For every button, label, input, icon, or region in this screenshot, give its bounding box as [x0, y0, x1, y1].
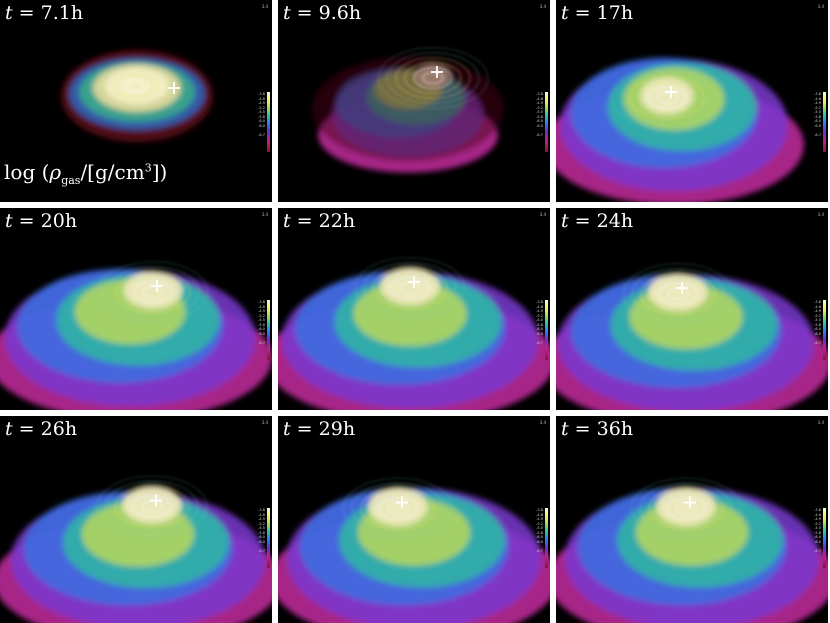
colorbar-ticks: -3.8 -4.6 -4.9 -5.2 -5.5 -5.8 -6.0 -6.0 -6.7	[258, 508, 265, 553]
density-legend: log (ρgas/[g/cm3])	[4, 160, 168, 187]
colorbar: -3.8 -4.6 -4.9 -5.2 -5.5 -5.8 -6.0 -6.0 -6.7	[528, 508, 548, 568]
sink-marker	[408, 276, 420, 288]
density-render	[312, 47, 504, 173]
panel-t-20h: t = 20h 3.4 -3.8 -4.6 -4.9 -5.2 -5.5 -5.8 -6.0…	[0, 208, 272, 410]
time-label: t = 36h	[561, 418, 634, 440]
density-render	[0, 475, 272, 623]
panel-t-26h: t = 26h 3.4 -3.8 -4.6 -4.9 -5.2 -5.5 -5.8 -6.0…	[0, 416, 272, 623]
sink-marker	[665, 86, 677, 98]
colorbar-ticks: -3.8 -4.6 -4.9 -5.2 -5.5 -5.8 -6.0 -6.0 -6.7	[258, 92, 265, 137]
colorbar-max: 3.4	[817, 212, 824, 217]
time-label: t = 9.6h	[283, 2, 362, 24]
sink-marker	[676, 282, 688, 294]
colorbar-ticks: -3.8 -4.6 -4.9 -5.2 -5.5 -5.8 -6.0 -6.0 -6.7	[536, 92, 543, 137]
panel-t-22h: t = 22h 3.4 -3.8 -4.6 -4.9 -5.2 -5.5 -5.8 -6.0…	[278, 208, 550, 410]
colorbar: -3.8 -4.6 -4.9 -5.2 -5.5 -5.8 -6.0 -6.0 -6.7	[806, 92, 826, 152]
sink-marker	[151, 280, 163, 292]
sink-marker	[150, 494, 162, 507]
density-render	[278, 257, 550, 410]
time-label: t = 29h	[283, 418, 356, 440]
colorbar-max: 3.4	[817, 4, 824, 9]
sink-marker	[396, 496, 408, 509]
colorbar: -3.8 -4.6 -4.9 -5.2 -5.5 -5.8 -6.0 -6.0 -6.7	[528, 92, 548, 152]
colorbar-max: 3.4	[261, 4, 268, 9]
colorbar: -3.8 -4.6 -4.9 -5.2 -5.5 -5.8 -6.0 -6.0 -6.7	[528, 300, 548, 360]
colorbar-ticks: -3.8 -4.6 -4.9 -5.2 -5.5 -5.8 -6.0 -6.0 -6.7	[536, 508, 543, 553]
colorbar: -3.8 -4.6 -4.9 -5.2 -5.5 -5.8 -6.0 -6.0 -6.7	[806, 300, 826, 360]
density-render	[278, 477, 550, 623]
panel-t-24h: t = 24h 3.4 -3.8 -4.6 -4.9 -5.2 -5.5 -5.8 -6.0…	[556, 208, 828, 410]
panel-t-36h: t = 36h 3.4 -3.8 -4.6 -4.9 -5.2 -5.5 -5.8 -6.0…	[556, 416, 828, 623]
density-render	[0, 261, 272, 410]
colorbar-max: 3.4	[261, 212, 268, 217]
time-label: t = 26h	[5, 418, 78, 440]
density-render	[556, 477, 828, 623]
panel-t-29h: t = 29h 3.4 -3.8 -4.6 -4.9 -5.2 -5.5 -5.8 -6.0…	[278, 416, 550, 623]
colorbar-max: 3.4	[817, 420, 824, 425]
colorbar-ticks: -3.8 -4.6 -4.9 -5.2 -5.5 -5.8 -6.0 -6.0 -6.7	[258, 300, 265, 345]
colorbar-ticks: -3.8 -4.6 -4.9 -5.2 -5.5 -5.8 -6.0 -6.0 -6.7	[814, 300, 821, 345]
sink-marker	[684, 496, 696, 509]
time-label: t = 7.1h	[5, 2, 84, 24]
time-label: t = 17h	[561, 2, 634, 24]
panel-t-9-6h: t = 9.6h 3.4 -3.8 -4.6 -4.9 -5.2 -5.5 -5.8 -6.…	[278, 0, 550, 202]
colorbar: -3.8 -4.6 -4.9 -5.2 -5.5 -5.8 -6.0 -6.0 -6.7	[250, 300, 270, 360]
density-render	[556, 263, 828, 410]
colorbar-max: 3.4	[539, 212, 546, 217]
panel-t-7-1h: t = 7.1h 3.4 -3.8 -4.6 -4.9 -5.2 -5.5 -5.8 -6.…	[0, 0, 272, 202]
colorbar-max: 3.4	[539, 4, 546, 9]
sink-marker	[168, 82, 180, 94]
colorbar-ticks: -3.8 -4.6 -4.9 -5.2 -5.5 -5.8 -6.0 -6.0 -6.7	[536, 300, 543, 345]
density-render	[61, 50, 213, 142]
sink-marker	[431, 66, 443, 78]
colorbar-ticks: -3.8 -4.6 -4.9 -5.2 -5.5 -5.8 -6.0 -6.0 -6.7	[814, 92, 821, 137]
density-render	[556, 57, 804, 202]
colorbar-max: 3.4	[261, 420, 268, 425]
colorbar-ticks: -3.8 -4.6 -4.9 -5.2 -5.5 -5.8 -6.0 -6.0 -6.7	[814, 508, 821, 553]
colorbar: -3.8 -4.6 -4.9 -5.2 -5.5 -5.8 -6.0 -6.0 -6.7	[806, 508, 826, 568]
time-label: t = 22h	[283, 210, 356, 232]
panel-t-17h: t = 17h 3.4 -3.8 -4.6 -4.9 -5.2 -5.5 -5.8 -6.0…	[556, 0, 828, 202]
time-label: t = 20h	[5, 210, 78, 232]
colorbar: -3.8 -4.6 -4.9 -5.2 -5.5 -5.8 -6.0 -6.0 -6.7	[250, 508, 270, 568]
colorbar: -3.8 -4.6 -4.9 -5.2 -5.5 -5.8 -6.0 -6.0 -6.7	[250, 92, 270, 152]
colorbar-max: 3.4	[539, 420, 546, 425]
time-label: t = 24h	[561, 210, 634, 232]
